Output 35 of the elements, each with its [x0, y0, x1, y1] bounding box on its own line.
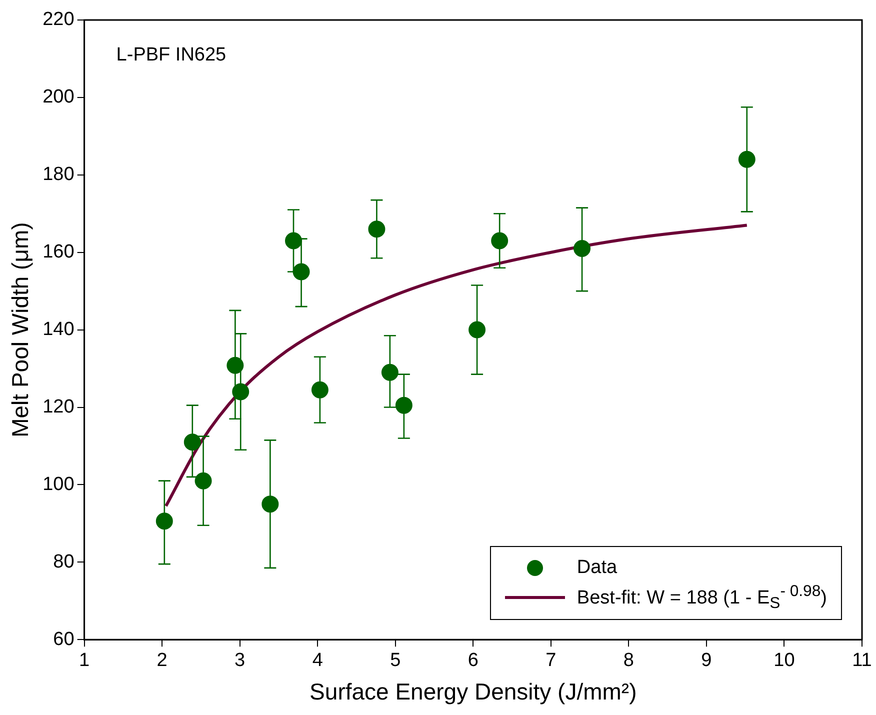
y-tick-label: 220 [42, 9, 74, 30]
point [395, 396, 412, 414]
point [738, 150, 756, 168]
x-tick-label: 8 [623, 650, 634, 672]
point [574, 240, 591, 257]
y-tick-label: 160 [42, 242, 74, 263]
point [311, 381, 328, 398]
y-tick-label: 120 [42, 396, 74, 418]
x-tick-label: 11 [852, 650, 872, 672]
y-tick-label: 80 [53, 551, 74, 572]
legend-label: Data [576, 556, 618, 579]
x-tick-label: 3 [234, 650, 246, 672]
annotation: L-PBF IN625 [116, 44, 226, 66]
x-tick-label: 1 [79, 650, 90, 672]
x-tick-label: 2 [156, 650, 168, 672]
x-tick-label: 6 [468, 650, 478, 672]
legend-label: Best-fit: W = 188 (1 - E$_{S}$$^{- 0.98}$) [576, 582, 827, 613]
x-tick-label: 10 [774, 650, 795, 672]
point [156, 512, 173, 530]
x-tick-label: 7 [546, 650, 556, 672]
y-tick-label: 180 [42, 164, 74, 186]
y-tick-label: 60 [53, 628, 74, 650]
x-axis-title: Surface Energy Density (J/mm²) [310, 678, 637, 705]
x-tick-label: 4 [312, 650, 324, 672]
y-axis-title: Melt Pool Width (μm) [7, 222, 34, 438]
y-tick-label: 100 [42, 474, 74, 495]
y-tick-label: 200 [42, 86, 74, 108]
x-tick-label: 9 [701, 650, 712, 672]
x-tick-label: 5 [390, 650, 401, 672]
point [468, 321, 486, 338]
point [491, 232, 508, 250]
point [184, 434, 201, 451]
line-series [164, 224, 748, 508]
point [381, 364, 398, 381]
y-tick-label: 140 [42, 319, 74, 340]
